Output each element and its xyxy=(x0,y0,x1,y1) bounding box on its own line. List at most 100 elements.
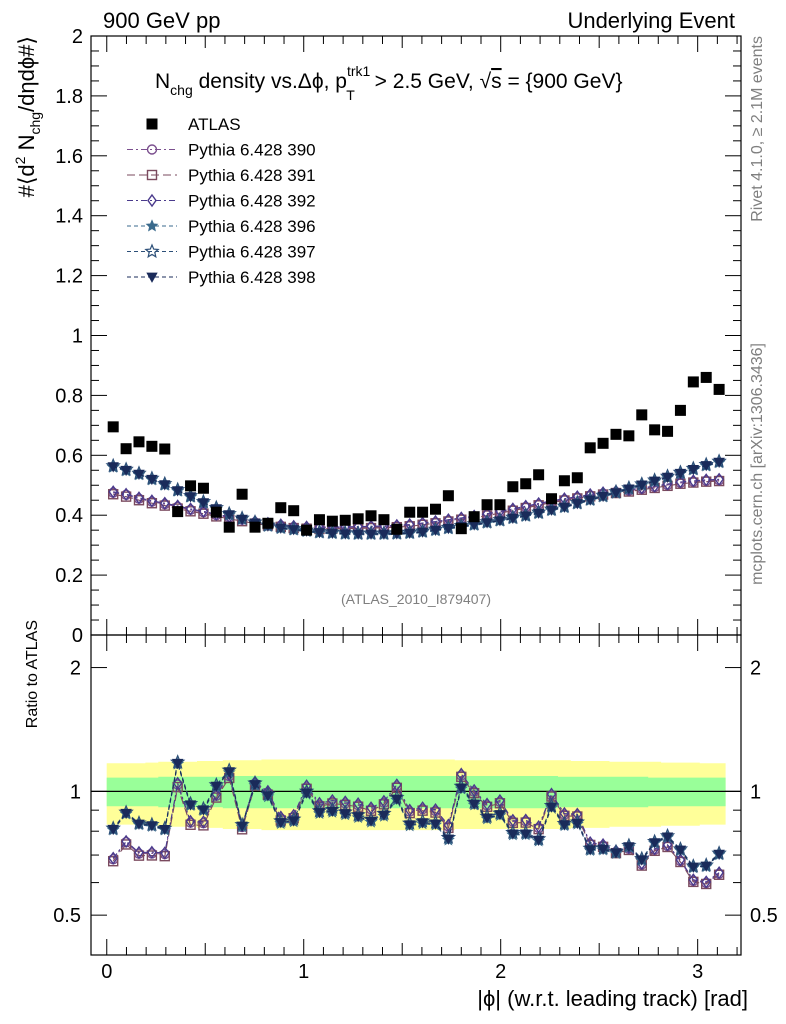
atlas-point xyxy=(597,437,609,449)
atlas-point xyxy=(352,513,364,525)
ratio-point xyxy=(623,842,635,853)
y-tick-label: 1.4 xyxy=(55,206,83,228)
legend-marker xyxy=(146,272,158,283)
ratio-point xyxy=(584,845,596,856)
legend-marker xyxy=(147,193,157,208)
atlas-point xyxy=(0,394,11,405)
y-tick-label: 0.8 xyxy=(55,385,83,407)
ratio-point xyxy=(365,816,377,827)
ratio-point xyxy=(0,861,9,870)
ratio-point xyxy=(184,800,197,811)
ratio-point xyxy=(146,821,158,832)
series-point xyxy=(198,508,209,519)
ratio-point xyxy=(687,862,700,873)
atlas-point xyxy=(662,425,674,437)
series-point xyxy=(675,475,686,489)
atlas-point xyxy=(674,404,686,416)
ratio-point xyxy=(571,818,583,830)
legend-marker xyxy=(146,169,158,181)
series-point xyxy=(198,504,209,518)
ratio-point xyxy=(133,819,145,830)
series-point xyxy=(339,529,351,540)
series-point xyxy=(713,457,725,469)
atlas-point xyxy=(687,376,699,388)
series-point xyxy=(558,502,571,513)
series-point xyxy=(159,500,170,511)
series-point xyxy=(133,469,145,480)
series-point xyxy=(171,486,184,497)
ratio-point xyxy=(391,794,403,805)
chart-title: Nchg density vs.Δϕ, ptrk1 T > 2.5 GeV, √s… xyxy=(155,63,622,103)
atlas-point xyxy=(481,499,493,511)
main-series-layer xyxy=(0,371,727,541)
y-tick-label: 2 xyxy=(72,26,83,48)
ratio-y-tick-label-right: 0.5 xyxy=(750,905,778,927)
ratio-point xyxy=(121,834,131,849)
ratio-point xyxy=(404,820,416,831)
atlas-point xyxy=(417,506,429,518)
series-point xyxy=(185,506,196,517)
ratio-point xyxy=(288,816,300,827)
atlas-point xyxy=(275,502,287,514)
atlas-point xyxy=(236,488,248,500)
series-point xyxy=(236,514,248,525)
ratio-point xyxy=(339,809,351,820)
ratio-point xyxy=(494,810,506,821)
atlas-point xyxy=(533,469,545,481)
ratio-point xyxy=(455,783,467,794)
atlas-point xyxy=(700,371,712,383)
series-point xyxy=(520,511,532,522)
ratio-point xyxy=(378,810,390,821)
ratio-point xyxy=(249,780,261,791)
ratio-point xyxy=(713,849,725,860)
ratio-y-tick-label: 1 xyxy=(70,781,81,803)
series-point xyxy=(197,498,210,509)
atlas-point xyxy=(133,436,145,448)
series-point xyxy=(688,474,699,488)
series-point xyxy=(185,502,196,516)
atlas-point xyxy=(197,482,209,494)
legend-label: Pythia 6.428 397 xyxy=(188,243,316,262)
ratio-point xyxy=(532,835,545,847)
series-point xyxy=(147,494,157,508)
ratio-point xyxy=(172,776,183,790)
legend: ATLAS Pythia 6.428 390 Pythia 6.428 391 Pyt… xyxy=(127,115,316,287)
legend-label: Pythia 6.428 391 xyxy=(188,166,316,185)
ratio-point xyxy=(108,851,119,865)
series-p398 xyxy=(107,457,725,540)
legend-label: Pythia 6.428 398 xyxy=(188,268,316,287)
atlas-point xyxy=(301,524,313,536)
ratio-point xyxy=(185,814,196,829)
series-point xyxy=(701,473,712,487)
series-point xyxy=(507,513,519,525)
series-point xyxy=(687,464,700,476)
atlas-point xyxy=(159,443,171,455)
series-point xyxy=(416,527,429,538)
atlas-point xyxy=(146,440,158,452)
series-atlas xyxy=(0,371,725,536)
legend-marker xyxy=(146,144,158,155)
ratio-point xyxy=(223,767,235,778)
ratio-point xyxy=(197,805,210,816)
atlas-point xyxy=(430,503,441,515)
y-axis-label: #⟨d2 Nchg/dηdϕ#⟩ xyxy=(12,36,43,197)
ratio-point xyxy=(211,792,222,803)
legend-label: Pythia 6.428 396 xyxy=(188,217,316,236)
ratio-point xyxy=(545,802,558,813)
ratio-point xyxy=(107,824,119,836)
ratio-point xyxy=(662,838,673,852)
ratio-band-layer xyxy=(106,759,726,831)
atlas-point xyxy=(468,511,480,523)
series-point xyxy=(545,505,558,516)
ratio-point xyxy=(262,791,274,802)
ratio-point xyxy=(133,850,145,861)
series-point xyxy=(532,508,545,519)
series-point xyxy=(481,518,493,529)
series-point xyxy=(0,476,9,485)
ratio-point xyxy=(688,873,699,887)
series-point xyxy=(159,480,171,491)
ratio-point xyxy=(701,875,712,889)
series-point xyxy=(429,525,442,536)
ratio-point xyxy=(442,834,455,845)
series-point xyxy=(365,529,377,540)
